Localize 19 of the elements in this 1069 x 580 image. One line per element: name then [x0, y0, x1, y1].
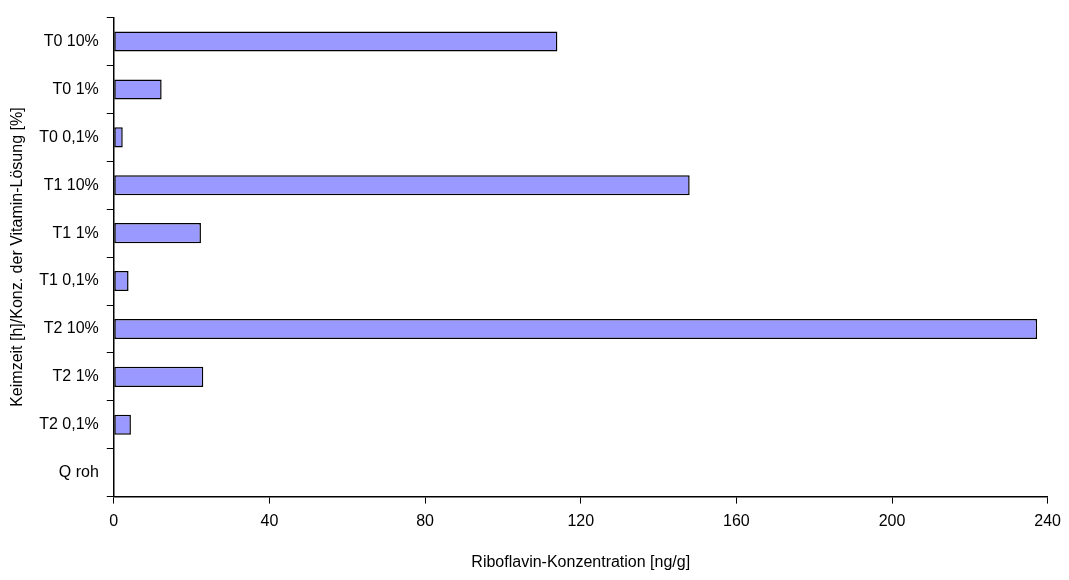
y-tick-label: T0 1%	[52, 79, 99, 97]
x-tick-label: 80	[416, 511, 435, 529]
y-tick-label: T0 10%	[43, 31, 99, 49]
y-axis-title: Keimzeit [h]/Konz. der Vitamin-Lösung [%]	[8, 107, 26, 407]
y-tick-label: Q roh	[58, 463, 99, 481]
y-tick-label: T1 0,1%	[39, 271, 99, 289]
y-tick-label: T2 1%	[52, 367, 99, 385]
y-tick-label: T1 10%	[43, 175, 99, 193]
y-tick-label: T2 10%	[43, 319, 99, 337]
x-tick-label: 40	[260, 511, 279, 529]
y-tick-label: T2 0,1%	[39, 415, 99, 433]
x-tick-label: 200	[878, 511, 906, 529]
x-tick-label: 160	[723, 511, 750, 529]
x-tick-label: 0	[109, 511, 119, 529]
x-tick-label: 240	[1034, 511, 1062, 529]
x-axis-title: Riboflavin-Konzentration [ng/g]	[471, 552, 691, 570]
y-tick-label: T1 1%	[52, 223, 99, 241]
x-tick-label: 120	[567, 511, 595, 529]
y-tick-label: T0 0,1%	[39, 127, 99, 145]
